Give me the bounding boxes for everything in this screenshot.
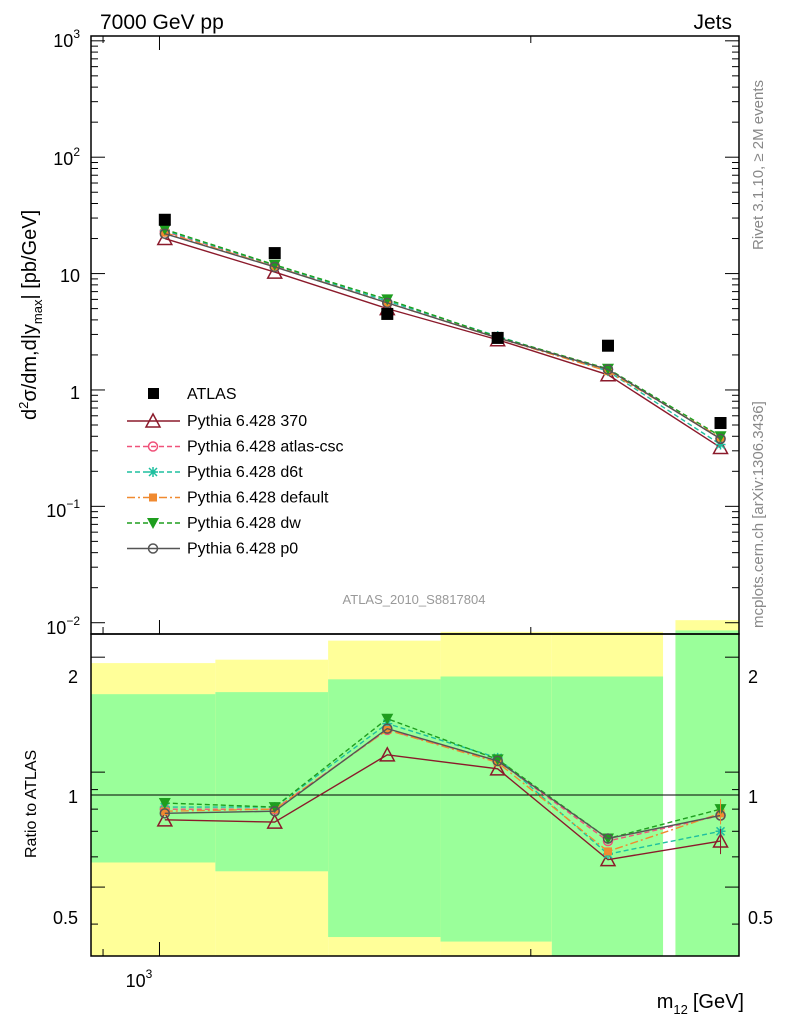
ratio-point-pythia-6-428-default [603, 847, 612, 856]
legend-label-pythia-6-428-p0: Pythia 6.428 p0 [187, 541, 298, 558]
ratio-tick-0.5-left: 0.5 [53, 908, 78, 928]
band-inner-bin [551, 676, 664, 956]
legend: ATLAS Pythia 6.428 370 Pythia 6.428 atlas… [127, 386, 344, 558]
data-point-pythia-6-428-p0 [715, 433, 726, 445]
ytick-label-10: 10 [60, 266, 80, 286]
ratio-line-pythia-6-428-370 [164, 754, 721, 861]
ratio-tick-1-left: 1 [68, 787, 78, 807]
bottom-yaxis-title: Ratio to ATLAS [23, 750, 40, 858]
data-point-atlas [714, 417, 727, 430]
analysis-watermark: ATLAS_2010_S8817804 [343, 592, 486, 607]
series-line-pythia-6-428-atlas-csc [164, 230, 721, 440]
series-line-pythia-6-428-p0 [164, 233, 721, 440]
ratio-tick-2-right: 2 [748, 667, 758, 687]
ratio-line-pythia-6-428-p0 [164, 727, 721, 840]
ratio-point-pythia-6-428-370 [266, 813, 283, 829]
ytick-label-1: 1 [70, 383, 80, 403]
ratio-line-pythia-6-428-dw [164, 717, 721, 840]
data-point-pythia-6-428-p0 [382, 297, 393, 309]
bottom-yaxis-ticklabels: 2 1 0.5 2 1 0.5 [53, 667, 773, 928]
data-point-pythia-6-428-dw [381, 294, 394, 306]
legend-label-pythia-6-428-dw: Pythia 6.428 dw [187, 515, 301, 532]
xtick-label-1000: 103 [126, 967, 153, 991]
legend-marker-pythia-6-428-default [149, 493, 157, 502]
legend-item-pythia-6-428-p0: Pythia 6.428 p0 [127, 541, 298, 558]
legend-marker-pythia-6-428-p0 [147, 543, 159, 554]
data-point-atlas [601, 339, 614, 352]
legend-marker-pythia-6-428-370 [144, 412, 162, 428]
data-point-pythia-6-428-p0 [159, 228, 171, 239]
data-point-pythia-6-428-d6t [715, 439, 726, 450]
legend-marker-pythia-6-428-d6t [148, 467, 158, 477]
ytick-label-0.1: 10−1 [46, 497, 80, 521]
ratio-point-pythia-6-428-default [160, 807, 169, 816]
legend-item-pythia-6-428-atlas-csc: Pythia 6.428 atlas-csc [127, 439, 344, 456]
ytick-label-100: 102 [53, 145, 80, 169]
top-yaxis-ticklabels: 103 102 10 1 10−1 10−2 [46, 27, 80, 638]
ytick-label-0.01: 10−2 [46, 614, 80, 638]
ratio-point-pythia-6-428-p0 [269, 805, 280, 817]
ratio-point-pythia-6-428-p0 [492, 755, 503, 767]
process-label: 7000 GeV pp [100, 11, 224, 34]
legend-label-pythia-6-428-d6t: Pythia 6.428 d6t [187, 464, 303, 481]
legend-item-pythia-6-428-default: Pythia 6.428 default [127, 490, 329, 507]
data-point-atlas [268, 247, 281, 260]
data-point-atlas [158, 213, 171, 226]
ratio-tick-1-right: 1 [748, 787, 758, 807]
ratio-tick-2-left: 2 [68, 667, 78, 687]
series-line-pythia-6-428-dw [164, 228, 721, 437]
band-inner-bin [440, 676, 552, 942]
legend-marker-pythia-6-428-dw [147, 518, 159, 529]
legend-label-atlas: ATLAS [187, 386, 237, 403]
rivet-label: Rivet 3.1.10, ≥ 2M events [750, 80, 767, 250]
band-inner-bin [675, 630, 739, 956]
ratio-tick-0.5-right: 0.5 [748, 908, 773, 928]
x-axis-title: m12 [GeV] [657, 991, 744, 1017]
ratio-point-pythia-6-428-dw [158, 798, 171, 810]
ratio-point-pythia-6-428-370 [489, 760, 506, 776]
axis-ticks [91, 36, 739, 956]
data-point-pythia-6-428-dw [268, 259, 281, 271]
ytick-label-1000: 103 [53, 27, 80, 51]
legend-marker-pythia-6-428-atlas-csc [147, 441, 159, 452]
ratio-point-pythia-6-428-dw [268, 802, 281, 814]
source-label: mcplots.cern.ch [arXiv:1306.3436] [750, 401, 767, 628]
ratio-point-pythia-6-428-p0 [602, 833, 614, 844]
ratio-point-pythia-6-428-p0 [382, 723, 393, 734]
ratio-point-pythia-6-428-default [383, 725, 392, 734]
legend-label-pythia-6-428-atlas-csc: Pythia 6.428 atlas-csc [187, 439, 344, 456]
data-point-atlas [491, 331, 504, 344]
legend-item-pythia-6-428-d6t: Pythia 6.428 d6t [127, 464, 303, 481]
legend-label-pythia-6-428-370: Pythia 6.428 370 [187, 413, 307, 430]
data-point-atlas [381, 307, 394, 320]
legend-marker-atlas [148, 388, 159, 399]
uncertainty-bands [91, 620, 739, 956]
ratio-panel-series [156, 713, 729, 867]
band-inner-bin [91, 694, 216, 863]
category-label: Jets [693, 11, 732, 34]
data-point-pythia-6-428-p0 [602, 364, 614, 375]
series-line-pythia-6-428-370 [164, 237, 721, 449]
band-inner-bin [328, 679, 441, 938]
ratio-point-pythia-6-428-370 [599, 851, 617, 867]
band-inner-bin [215, 692, 329, 872]
data-point-pythia-6-428-370 [266, 263, 283, 279]
data-point-pythia-6-428-370 [156, 229, 174, 246]
top-yaxis-title: d2σ/dm,d|ymax| [pb/GeV] [16, 210, 45, 420]
main-panel-series [156, 213, 729, 455]
ratio-point-pythia-6-428-370 [156, 811, 174, 827]
data-point-pythia-6-428-p0 [269, 261, 280, 273]
legend-item-pythia-6-428-370: Pythia 6.428 370 [127, 412, 307, 430]
legend-item-atlas: ATLAS [148, 386, 237, 403]
ratio-point-pythia-6-428-p0 [159, 808, 171, 819]
ratio-line-pythia-6-428-default [164, 729, 721, 853]
data-point-pythia-6-428-dw [714, 431, 727, 443]
ratio-point-pythia-6-428-370 [379, 746, 396, 762]
legend-label-pythia-6-428-default: Pythia 6.428 default [187, 490, 329, 507]
legend-item-pythia-6-428-dw: Pythia 6.428 dw [127, 515, 301, 532]
ratio-point-pythia-6-428-dw [381, 713, 394, 725]
